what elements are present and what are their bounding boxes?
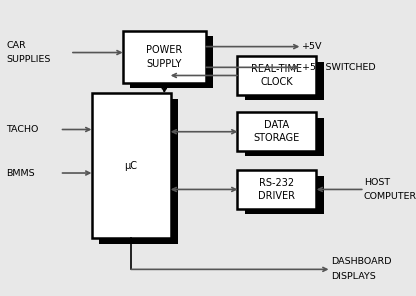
Text: COMPUTER: COMPUTER xyxy=(364,192,416,201)
Polygon shape xyxy=(245,118,324,156)
Text: DATA
STORAGE: DATA STORAGE xyxy=(253,120,300,143)
Polygon shape xyxy=(245,62,324,100)
Bar xyxy=(237,170,316,209)
Bar xyxy=(237,56,316,95)
Polygon shape xyxy=(130,36,213,88)
Text: DASHBOARD: DASHBOARD xyxy=(331,258,391,266)
Text: +5V: +5V xyxy=(302,42,322,51)
Text: SUPPLIES: SUPPLIES xyxy=(6,55,51,65)
Text: POWER
SUPPLY: POWER SUPPLY xyxy=(146,45,183,69)
Text: REAL-TIME
CLOCK: REAL-TIME CLOCK xyxy=(251,64,302,87)
Text: BMMS: BMMS xyxy=(6,168,35,178)
Text: TACHO: TACHO xyxy=(6,125,39,134)
Text: RS-232
DRIVER: RS-232 DRIVER xyxy=(258,178,295,201)
Text: CAR: CAR xyxy=(6,41,26,50)
Polygon shape xyxy=(99,99,178,244)
Polygon shape xyxy=(245,176,324,214)
Bar xyxy=(123,31,206,83)
Text: μC: μC xyxy=(124,161,138,171)
Text: +5V SWITCHED: +5V SWITCHED xyxy=(302,63,375,72)
Bar xyxy=(237,112,316,151)
Bar xyxy=(92,93,171,238)
Text: HOST: HOST xyxy=(364,178,390,186)
Text: DISPLAYS: DISPLAYS xyxy=(331,272,376,281)
